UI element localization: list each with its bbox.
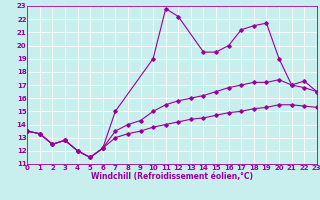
X-axis label: Windchill (Refroidissement éolien,°C): Windchill (Refroidissement éolien,°C) [91, 172, 253, 181]
